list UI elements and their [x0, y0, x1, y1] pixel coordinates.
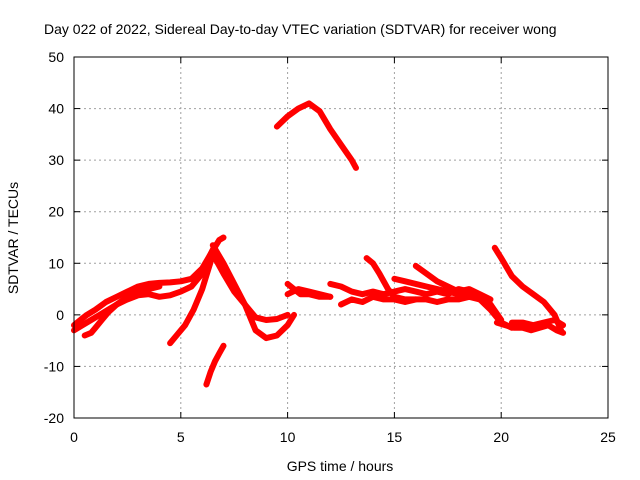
series-arc-high: [273, 100, 359, 171]
x-tick-label: 20: [493, 429, 509, 445]
y-tick-label: 30: [48, 152, 64, 168]
y-tick-label: 40: [48, 101, 64, 117]
series-arc-early-a: [71, 234, 227, 329]
x-tick-label: 5: [177, 429, 185, 445]
series-arc-late-b: [493, 319, 567, 336]
x-tick-label: 15: [387, 429, 403, 445]
series-arc-dawn-a: [284, 286, 334, 300]
y-tick-label: 10: [48, 255, 64, 271]
series-arc-rise-low: [167, 244, 218, 347]
series-arc-early-c: [81, 283, 163, 339]
series-arc-late-c: [508, 317, 567, 329]
x-tick-label: 10: [280, 429, 296, 445]
series-arc-late-a: [491, 244, 564, 334]
y-tick-label: 50: [48, 49, 64, 65]
y-tick-label: -20: [44, 410, 64, 426]
tick-layer: 0 5 10 15 20 25 -20 -10 0 10 20 30 40 50: [44, 49, 616, 445]
series-arc-midday-c: [363, 255, 419, 303]
series-arc-mid-b: [212, 255, 297, 342]
y-tick-label: 20: [48, 204, 64, 220]
x-tick-label: 0: [70, 429, 78, 445]
grid-layer: [74, 57, 608, 418]
series-arc-mid-a: [209, 242, 291, 323]
series-arc-early-b: [71, 242, 218, 334]
y-tick-label: 0: [56, 307, 64, 323]
y-tick-label: -10: [44, 358, 64, 374]
y-axis-label: SDTVAR / TECUs: [5, 182, 21, 294]
chart-title: Day 022 of 2022, Sidereal Day-to-day VTE…: [44, 21, 557, 37]
series-layer: [71, 100, 567, 388]
series-arc-midday-e: [412, 262, 494, 303]
series-arc-midday-d: [391, 275, 515, 331]
plot-frame: [73, 56, 609, 419]
x-axis-label: GPS time / hours: [287, 458, 394, 474]
series-arc-drop-low: [203, 342, 227, 388]
x-tick-label: 25: [600, 429, 616, 445]
